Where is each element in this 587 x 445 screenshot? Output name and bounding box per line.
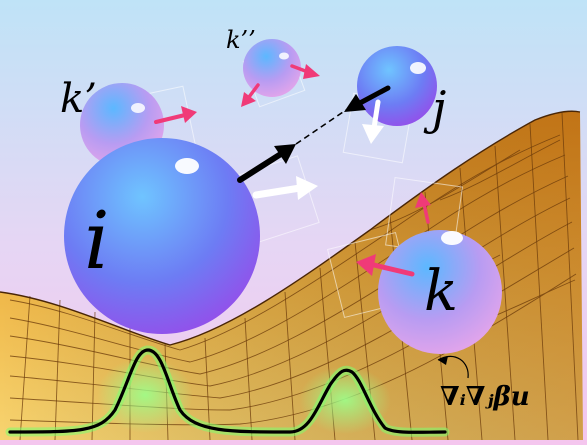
label-k-prime: k’	[60, 76, 97, 122]
label-k-double-prime: k’’	[226, 26, 256, 54]
formula-label: ∇ᵢ∇ⱼβu	[440, 382, 530, 412]
sphere-k	[378, 230, 502, 354]
sphere-k-double-prime	[243, 39, 301, 97]
formula-pointer	[437, 355, 469, 379]
formula-pointer-head	[438, 356, 448, 365]
interaction-vector	[237, 85, 391, 183]
velocity-arrows	[252, 99, 384, 200]
label-k: k	[424, 259, 458, 324]
gaussian-curve	[5, 345, 450, 437]
sphere-j	[357, 46, 437, 126]
label-i: i	[84, 194, 110, 287]
force-arrows	[154, 64, 431, 277]
sphere-i	[64, 138, 260, 334]
